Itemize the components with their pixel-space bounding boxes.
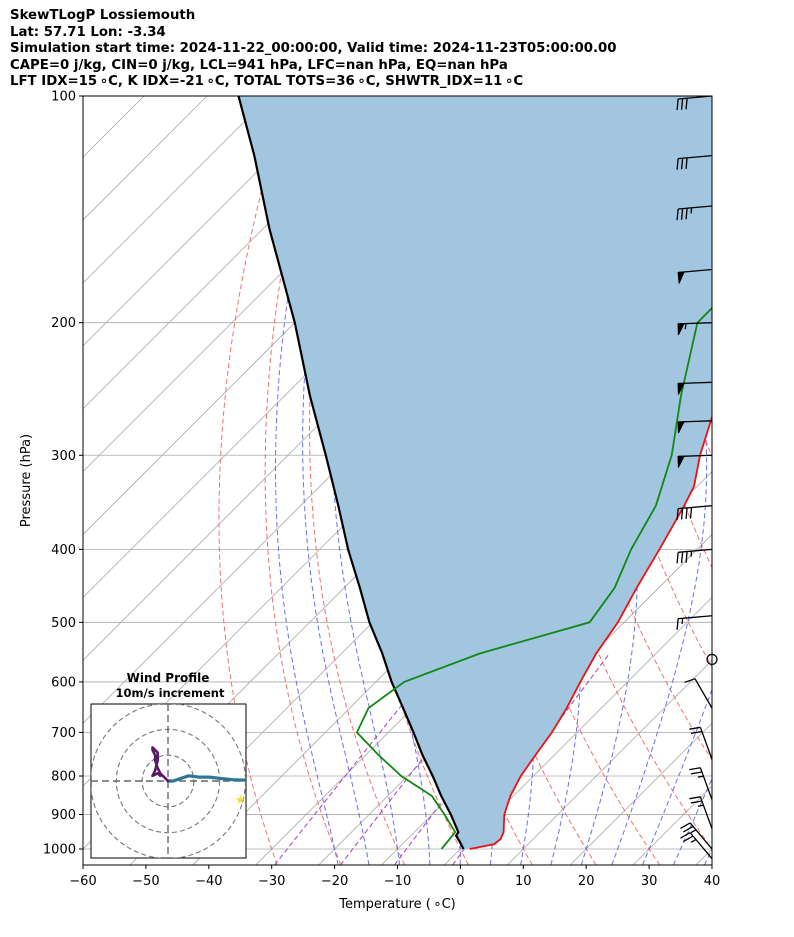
isotherm-gridline [83,96,334,347]
hodograph-title: Wind Profile [127,671,210,685]
isotherm-gridline [444,596,712,865]
wind-barb [676,505,713,520]
parcel-profile-line [237,96,465,850]
temperature-profile-line [469,414,712,850]
x-tick-label: 40 [704,874,721,889]
wind-barb [677,322,713,336]
hodograph-low-trace [151,746,170,783]
x-tick-label: 30 [641,874,658,889]
hodograph-upper-trace [166,774,246,783]
x-tick-label: 20 [578,874,595,889]
wind-barb [689,796,713,829]
isotherm-gridline [507,659,712,865]
y-tick-label: 700 [51,726,76,741]
moist-adiabat [275,96,339,865]
y-tick-label: 500 [51,616,76,631]
chart-title: SkewTLogP Lossiemouth [10,8,196,23]
moist-adiabat [703,847,712,865]
wind-barb [689,726,713,760]
x-tick-label: −50 [132,874,159,889]
storm-motion-marker: ★ [235,793,247,808]
mixing-ratio-line [394,653,556,865]
parcel-area-shading [238,96,712,849]
chart-header: SkewTLogP Lossiemouth Lat: 57.71 Lon: -3… [10,8,790,91]
wind-barb [677,268,713,284]
indices-line: CAPE=0 j/kg, CIN=0 j/kg, LCL=941 hPa, LF… [10,57,508,73]
x-tick-label: −30 [258,874,285,889]
isotherm-gridline [83,96,271,284]
isotherm-gridline [569,722,712,865]
moist-adiabat [672,777,712,865]
wind-barb [676,548,713,564]
x-axis-label: Temperature ( ∘C) [338,897,455,912]
y-tick-label: 100 [51,90,76,105]
x-tick-label: −60 [69,874,96,889]
wind-barb [677,420,713,434]
wind-barb [677,381,713,395]
wind-barb [676,154,713,170]
dewpoint-profile-line [355,306,712,850]
y-tick-label: 400 [51,543,76,558]
x-tick-label: −20 [321,874,348,889]
dry-adiabat [711,96,712,107]
x-tick-label: −10 [384,874,411,889]
wind-barb [676,205,713,221]
wind-barb [680,832,713,860]
x-tick-label: 0 [456,874,464,889]
wind-barb [677,454,713,468]
time-line: Simulation start time: 2024-11-22_00:00:… [10,41,617,57]
wind-barb [689,767,713,800]
x-tick-label: 10 [515,874,532,889]
wind-barb [680,822,713,850]
wind-barb [676,615,713,630]
y-tick-label: 800 [51,770,76,785]
moist-adiabat [302,96,370,865]
x-tick-label: −40 [195,874,222,889]
wind-barb [684,678,713,709]
location-line: Lat: 57.71 Lon: -3.34 [10,24,166,40]
dry-adiabat [744,96,794,865]
y-axis-label: Pressure (hPa) [19,434,34,527]
y-tick-label: 600 [51,675,76,690]
dry-adiabat [218,96,289,865]
hodograph-subtitle: 10m/s increment [116,686,225,700]
moist-adiabat [642,688,712,865]
y-tick-label: 900 [51,808,76,823]
dry-adiabat [777,96,794,865]
y-tick-label: 1000 [43,843,76,858]
dry-adiabat [264,96,342,865]
moist-adiabat [611,96,708,865]
y-tick-label: 300 [51,449,76,464]
stability-line: LFT IDX=15 ∘C, K IDX=-21 ∘C, TOTAL TOTS=… [10,74,524,90]
y-tick-label: 200 [51,316,76,331]
